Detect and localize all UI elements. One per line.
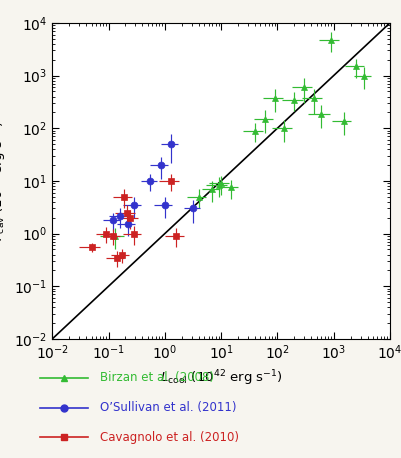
Text: Cavagnolo et al. (2010): Cavagnolo et al. (2010)	[100, 431, 239, 444]
Y-axis label: $P_{\mathrm{cav}}$ (10$^{42}$ erg s$^{-1}$): $P_{\mathrm{cav}}$ (10$^{42}$ erg s$^{-1…	[0, 120, 9, 241]
Text: Birzan et al. (2008): Birzan et al. (2008)	[100, 371, 214, 384]
X-axis label: $L_{\mathrm{cool}}$ (10$^{42}$ erg s$^{-1}$): $L_{\mathrm{cool}}$ (10$^{42}$ erg s$^{-…	[159, 368, 282, 387]
Text: O’Sullivan et al. (2011): O’Sullivan et al. (2011)	[100, 401, 237, 414]
